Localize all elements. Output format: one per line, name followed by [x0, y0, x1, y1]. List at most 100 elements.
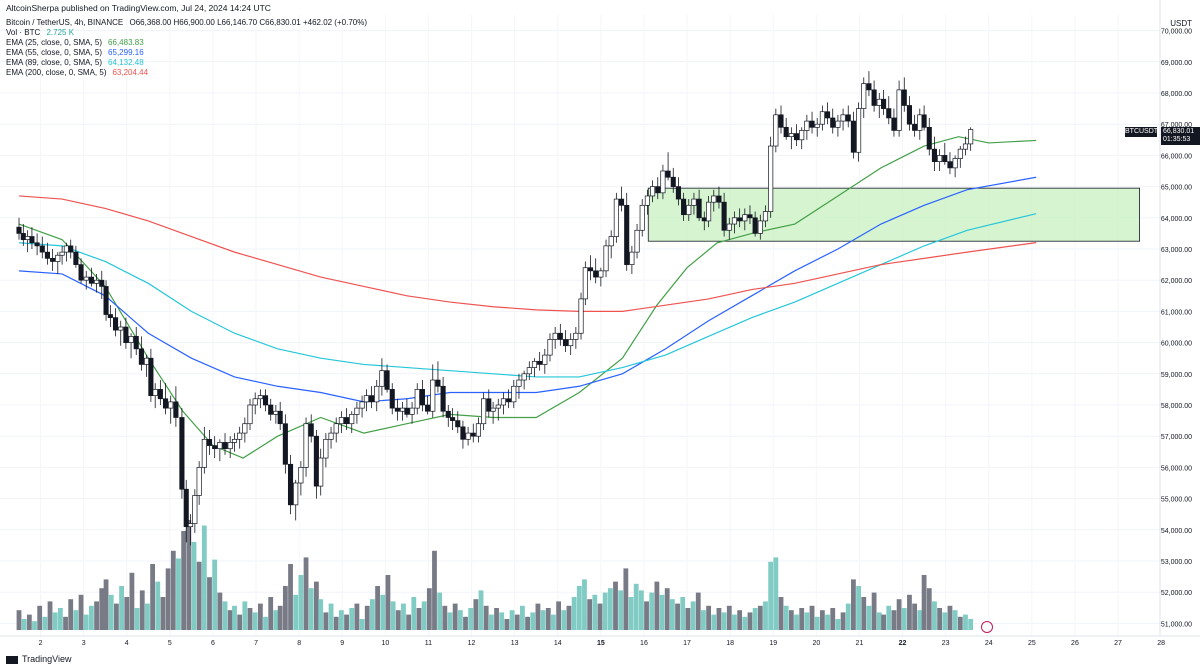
candle-body — [675, 186, 681, 200]
volume-bar — [165, 568, 171, 630]
candle-body — [293, 482, 299, 506]
x-tick-label: 20 — [812, 640, 820, 647]
volume-bar — [145, 603, 150, 630]
candle-body — [912, 123, 918, 131]
volume-bar — [499, 612, 505, 630]
candle-body — [425, 404, 431, 412]
candle-body — [475, 423, 481, 437]
candle-body — [430, 379, 436, 412]
ema-value: 66,483.83 — [108, 38, 144, 47]
candle-body — [598, 270, 604, 278]
volume-bar — [473, 599, 479, 630]
candle-body — [711, 195, 717, 203]
volume-label[interactable]: Vol · BTC — [6, 28, 41, 37]
candle-body — [68, 245, 74, 253]
price-axis[interactable]: 70,000.00 69,000.00 68,000.00 67,000.00 66,0… — [1159, 0, 1200, 669]
volume-bar — [602, 592, 608, 630]
volume-bar — [83, 614, 89, 630]
volume-bar — [530, 612, 536, 630]
volume-bar — [298, 575, 304, 630]
volume-bar — [907, 594, 912, 630]
candle-body — [608, 236, 614, 247]
volume-bar — [597, 603, 603, 630]
volume-bar — [926, 588, 932, 630]
candle-body — [450, 417, 456, 421]
volume-bar — [675, 603, 680, 630]
volume-bars — [16, 520, 974, 630]
y-tick-label: 51,000.00 — [1161, 621, 1192, 628]
candle-body — [840, 114, 846, 122]
y-tick-label: 57,000.00 — [1161, 434, 1192, 441]
candle-body — [788, 133, 794, 138]
ema-legend-row[interactable]: EMA (89, close, 0, SMA, 5) 64,132.48 — [6, 58, 148, 68]
y-tick-label: 52,000.00 — [1161, 590, 1192, 597]
volume-bar — [566, 605, 572, 630]
candle-body — [404, 407, 410, 415]
volume-bar — [932, 601, 937, 630]
volume-bar — [794, 614, 799, 630]
volume-bar — [851, 579, 856, 630]
candle-body — [701, 217, 707, 222]
volume-bar — [752, 608, 758, 630]
ema-legend-row[interactable]: EMA (25, close, 0, SMA, 5) 66,483.83 — [6, 38, 148, 48]
ema-line — [18, 213, 1037, 378]
candle-body — [354, 407, 360, 415]
candle-body — [562, 339, 569, 347]
volume-bar — [768, 561, 774, 630]
volume-bar — [68, 599, 74, 630]
candle-body — [531, 360, 538, 368]
candle-body — [490, 407, 496, 412]
volume-bar — [845, 603, 851, 630]
volume-bar — [840, 612, 846, 630]
volume-bar — [293, 594, 299, 630]
candle-body — [414, 389, 420, 409]
footer-brand[interactable]: TradingView — [22, 654, 72, 664]
volume-bar — [701, 610, 706, 630]
volume-bar — [545, 608, 551, 630]
candle-body — [308, 423, 314, 437]
volume-bar — [778, 597, 784, 630]
ema-legend-row[interactable]: EMA (55, close, 0, SMA, 5) 65,299.16 — [6, 48, 148, 58]
candle-body — [359, 401, 365, 409]
candle-body — [252, 398, 258, 406]
volume-bar — [957, 616, 963, 630]
volume-bar — [303, 557, 309, 630]
volume-bar — [804, 612, 810, 630]
volume-bar — [535, 603, 541, 630]
ema-legend-row[interactable]: EMA (200, close, 0, SMA, 5) 63,204.44 — [6, 68, 152, 78]
ema-value: 65,299.16 — [108, 48, 144, 57]
candle-body — [231, 438, 238, 443]
candle-body — [644, 195, 650, 206]
volume-bar — [78, 594, 84, 630]
candle-body — [212, 445, 218, 450]
volume-bar — [273, 610, 279, 630]
volume-bar — [695, 592, 701, 630]
volume-bar — [222, 601, 228, 630]
volume-bar — [308, 588, 314, 630]
support-zone-layer[interactable] — [647, 187, 1141, 242]
candle-body — [896, 89, 902, 131]
x-tick-label: 18 — [726, 640, 734, 647]
x-tick-label: 3 — [82, 640, 86, 647]
volume-bar — [644, 601, 649, 630]
last-price-label: 66,830.01 01:35:53 — [1161, 127, 1200, 145]
candle-body — [44, 251, 50, 259]
candle-body — [726, 223, 732, 231]
candle-body — [881, 98, 887, 109]
volume-bar — [757, 605, 763, 630]
volume-bar — [385, 575, 391, 630]
volume-bar — [57, 608, 63, 630]
volume-bar — [160, 597, 166, 630]
volume-bar — [401, 603, 406, 630]
volume-bar — [432, 550, 437, 630]
ema-label: EMA (25, close, 0, SMA, 5) — [6, 38, 103, 47]
candle-body — [721, 201, 727, 231]
replay-icon[interactable] — [981, 621, 993, 633]
volume-bar — [968, 619, 974, 630]
symbol-name[interactable]: Bitcoin / TetherUS, 4h, BINANCE — [6, 18, 124, 27]
volume-bar — [912, 603, 918, 630]
time-axis[interactable]: 2 3 4 5 6 7 8 9 10 11 12 13 14 15 16 17 18 19 20 21 22 23 24 25… — [0, 635, 1200, 647]
candle-body — [957, 148, 963, 159]
candle-body — [845, 114, 851, 122]
